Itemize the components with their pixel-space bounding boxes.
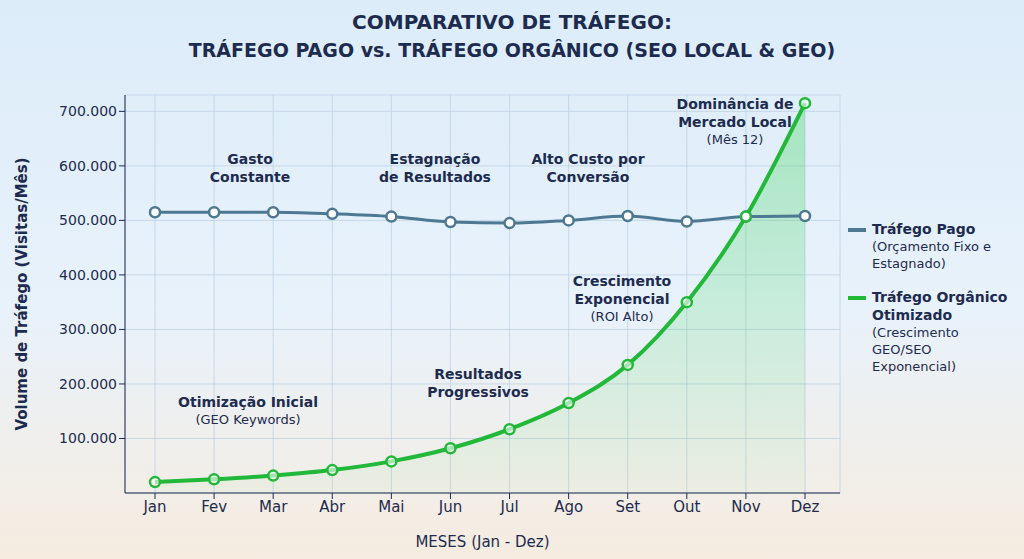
svg-text:Mai: Mai bbox=[378, 498, 404, 516]
html-text:Tráfego Orgânico Otimizado: Tráfego Orgânico Otimizado bbox=[872, 289, 1008, 323]
html-text:Crescimento: Crescimento bbox=[572, 273, 672, 289]
svg-text:Mar: Mar bbox=[259, 498, 288, 516]
html-text:(Mês 12): (Mês 12) bbox=[706, 132, 764, 147]
svg-text:Dez: Dez bbox=[791, 498, 820, 516]
svg-text:Volume de Tráfego (Visitas/Mês: Volume de Tráfego (Visitas/Mês) bbox=[13, 157, 31, 430]
svg-text:Jan: Jan bbox=[142, 498, 166, 516]
svg-text:Set: Set bbox=[615, 498, 640, 516]
html-text:Gasto: Gasto bbox=[227, 151, 273, 167]
svg-text:Out: Out bbox=[673, 498, 700, 516]
html-text:TRÁFEGO PAGO vs. TRÁFEGO ORGÂN: TRÁFEGO PAGO vs. TRÁFEGO ORGÂNICO (SEO L… bbox=[188, 39, 836, 61]
html-text:Constante: Constante bbox=[209, 169, 291, 185]
html-text:Otimização Inicial: Otimização Inicial bbox=[178, 394, 318, 410]
svg-text:400.000: 400.000 bbox=[59, 267, 117, 283]
html-text:Alto Custo por: Alto Custo por bbox=[531, 151, 645, 167]
html-text:Progressivos: Progressivos bbox=[427, 384, 529, 400]
html-text:Tráfego Pago: Tráfego Pago bbox=[872, 221, 976, 237]
html-text:Exponencial: Exponencial bbox=[574, 291, 670, 307]
svg-text:100.000: 100.000 bbox=[59, 430, 117, 446]
html-text:(ROI Alto): (ROI Alto) bbox=[590, 309, 654, 324]
html-text:de Resultados: de Resultados bbox=[379, 169, 491, 185]
svg-text:Abr: Abr bbox=[319, 498, 346, 516]
svg-text:Fev: Fev bbox=[201, 498, 227, 516]
html-text:(GEO Keywords): (GEO Keywords) bbox=[195, 412, 301, 427]
svg-text:Nov: Nov bbox=[731, 498, 760, 516]
html-text:(Crescimento GEO/SEO Exponenci: (Crescimento GEO/SEO Exponencial) bbox=[872, 325, 959, 374]
html-text:COMPARATIVO DE TRÁFEGO:: COMPARATIVO DE TRÁFEGO: bbox=[352, 10, 672, 34]
svg-text:MESES (Jan - Dez): MESES (Jan - Dez) bbox=[415, 533, 549, 551]
svg-text:500.000: 500.000 bbox=[59, 212, 117, 228]
svg-text:Ago: Ago bbox=[554, 498, 583, 516]
html-text:Estagnação: Estagnação bbox=[389, 151, 481, 167]
svg-text:600.000: 600.000 bbox=[59, 158, 117, 174]
html-text:Dominância de: Dominância de bbox=[676, 96, 794, 112]
svg-text:700.000: 700.000 bbox=[59, 103, 117, 119]
svg-text:Jun: Jun bbox=[438, 498, 462, 516]
html-text:(Orçamento Fixo e Estagnado): (Orçamento Fixo e Estagnado) bbox=[872, 239, 992, 271]
svg-text:Jul: Jul bbox=[499, 498, 518, 516]
html-text:Resultados: Resultados bbox=[434, 366, 522, 382]
svg-text:200.000: 200.000 bbox=[59, 376, 117, 392]
html-text:Mercado Local: Mercado Local bbox=[678, 114, 792, 130]
html-text:Conversão: Conversão bbox=[546, 169, 630, 185]
svg-text:300.000: 300.000 bbox=[59, 321, 117, 337]
